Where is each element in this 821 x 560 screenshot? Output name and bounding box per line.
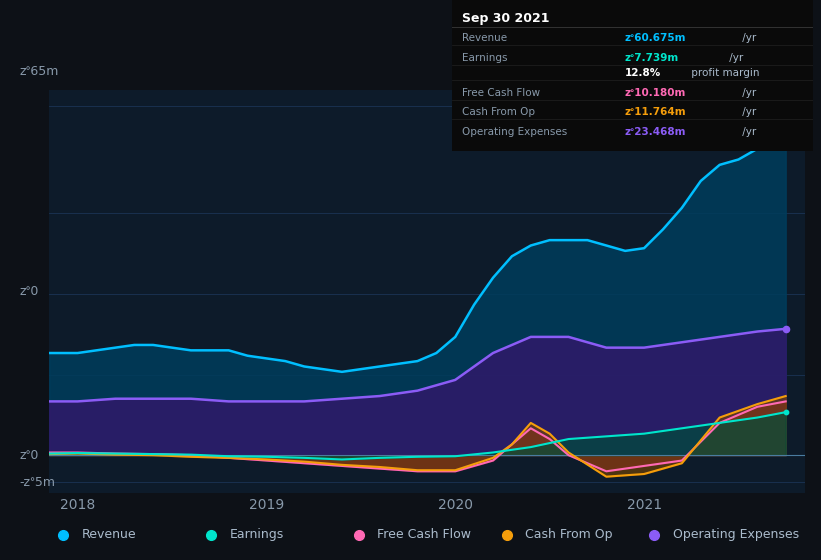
Text: Free Cash Flow: Free Cash Flow bbox=[378, 528, 471, 542]
Text: /yr: /yr bbox=[739, 88, 756, 97]
Point bbox=[779, 324, 792, 333]
Text: Earnings: Earnings bbox=[462, 53, 508, 63]
Point bbox=[779, 408, 792, 417]
Text: zᐤ65m: zᐤ65m bbox=[19, 64, 58, 77]
Text: -zᐤ5m: -zᐤ5m bbox=[19, 475, 55, 488]
Text: zᐤ0: zᐤ0 bbox=[19, 449, 39, 461]
Text: Revenue: Revenue bbox=[82, 528, 136, 542]
Text: /yr: /yr bbox=[739, 108, 756, 118]
Point bbox=[779, 118, 792, 127]
Text: /yr: /yr bbox=[726, 53, 743, 63]
Text: Revenue: Revenue bbox=[462, 33, 507, 43]
Text: /yr: /yr bbox=[739, 33, 756, 43]
Text: zᐤ11.764m: zᐤ11.764m bbox=[625, 108, 686, 118]
Text: Cash From Op: Cash From Op bbox=[525, 528, 612, 542]
Text: Sep 30 2021: Sep 30 2021 bbox=[462, 12, 550, 25]
Text: /yr: /yr bbox=[739, 127, 756, 137]
Text: profit margin: profit margin bbox=[688, 68, 759, 78]
Text: Operating Expenses: Operating Expenses bbox=[462, 127, 567, 137]
Text: zᐤ23.468m: zᐤ23.468m bbox=[625, 127, 686, 137]
Text: zᐤ7.739m: zᐤ7.739m bbox=[625, 53, 679, 63]
Text: zᐤ10.180m: zᐤ10.180m bbox=[625, 88, 686, 97]
Text: zᐤ60.675m: zᐤ60.675m bbox=[625, 33, 686, 43]
Text: 12.8%: 12.8% bbox=[625, 68, 661, 78]
Text: zᐤ0: zᐤ0 bbox=[19, 284, 39, 298]
Text: Cash From Op: Cash From Op bbox=[462, 108, 535, 118]
Text: Free Cash Flow: Free Cash Flow bbox=[462, 88, 540, 97]
Text: Operating Expenses: Operating Expenses bbox=[673, 528, 799, 542]
Text: Earnings: Earnings bbox=[230, 528, 284, 542]
